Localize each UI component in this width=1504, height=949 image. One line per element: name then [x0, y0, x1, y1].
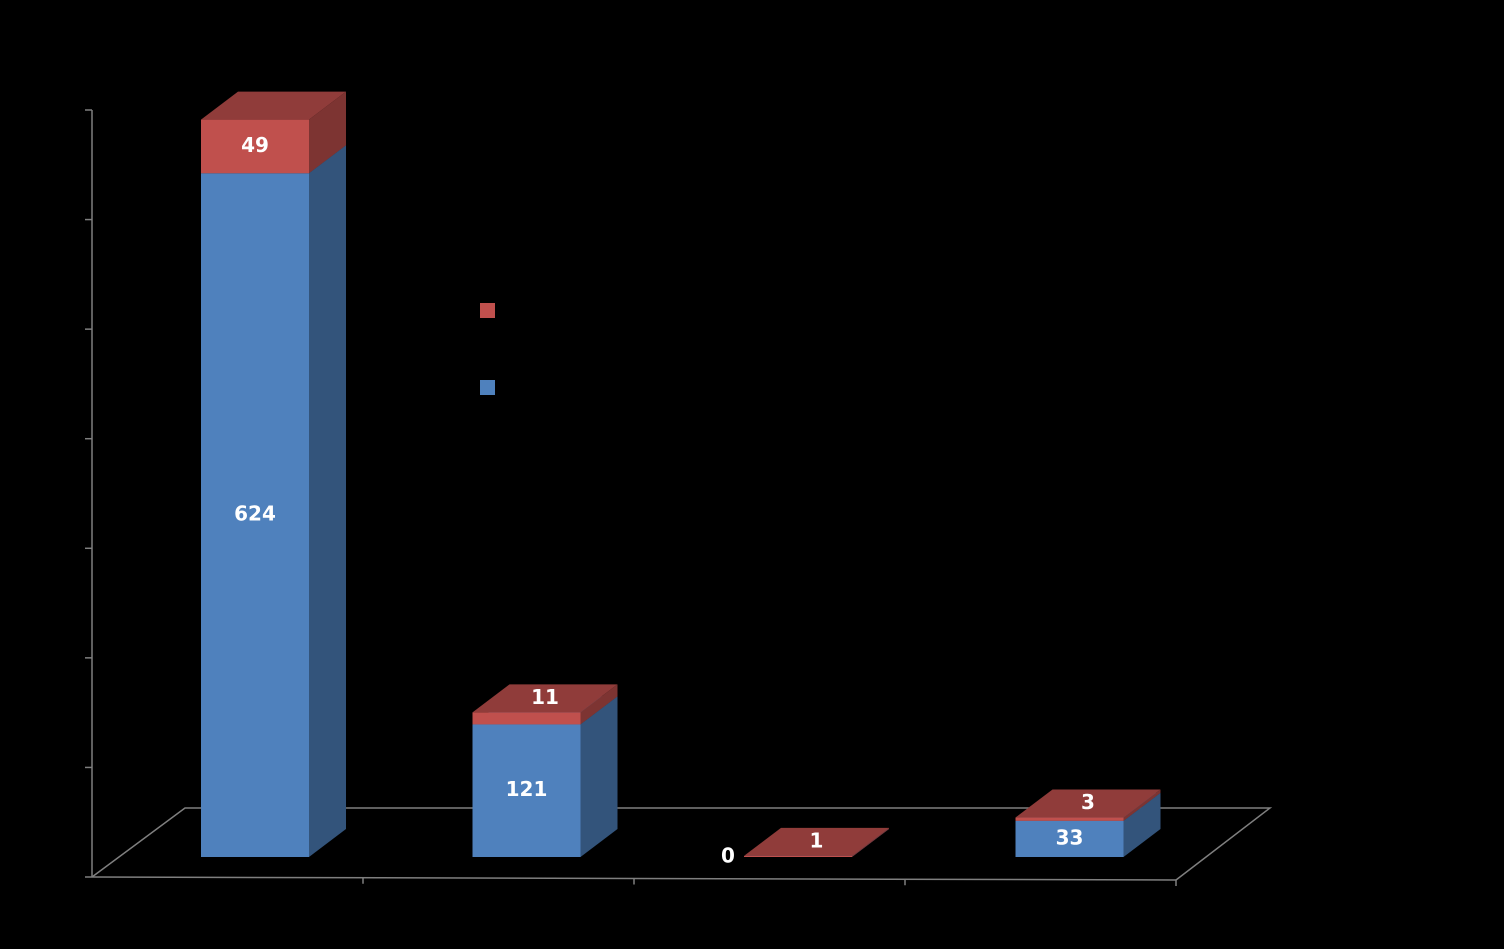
- bar-side: [309, 91, 346, 174]
- bar-side: [580, 684, 618, 725]
- bar-front: [201, 119, 309, 174]
- data-label: 624: [234, 502, 276, 526]
- legend-marker: [480, 380, 495, 395]
- data-label: 121: [506, 777, 548, 801]
- bar-front: [1015, 820, 1124, 857]
- bar-front: [744, 855, 852, 857]
- bar-side: [309, 145, 346, 857]
- bar-top: [744, 827, 889, 856]
- data-label: 11: [531, 685, 559, 709]
- bar-top: [1015, 789, 1161, 818]
- data-label: 3: [1081, 790, 1095, 814]
- bar-front: [1015, 817, 1124, 821]
- bar-front: [201, 173, 309, 857]
- bar-side: [1123, 789, 1161, 821]
- bar-top: [201, 91, 346, 120]
- data-label: 49: [241, 133, 269, 157]
- bar-side: [1123, 792, 1161, 857]
- data-label: 33: [1056, 825, 1084, 849]
- bar-front: [472, 724, 581, 857]
- bar-top: [472, 684, 618, 713]
- data-label: 1: [810, 828, 824, 852]
- bar-side: [852, 827, 889, 857]
- data-label: 0: [721, 844, 735, 868]
- floor: [91, 807, 1273, 881]
- bar-front: [472, 712, 581, 725]
- bar-side: [580, 696, 618, 857]
- legend-marker: [480, 303, 495, 318]
